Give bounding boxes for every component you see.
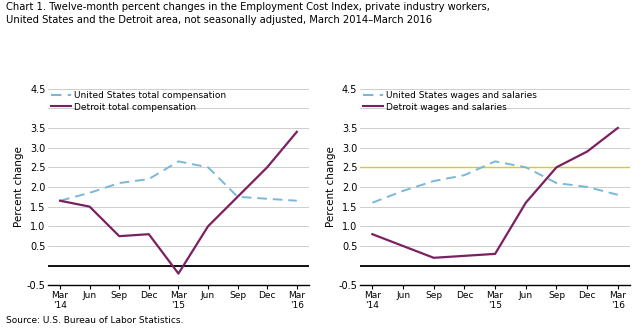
United States total compensation [175, 159, 183, 163]
Detroit total compensation [145, 232, 152, 236]
United States total compensation [204, 165, 212, 169]
United States total compensation [293, 199, 301, 203]
Detroit total compensation [204, 224, 212, 228]
United States total compensation [145, 177, 152, 181]
United States wages and salaries [491, 159, 499, 163]
Text: Source: U.S. Bureau of Labor Statistics.: Source: U.S. Bureau of Labor Statistics. [6, 316, 184, 325]
Text: Chart 1. Twelve-month percent changes in the Employment Cost Index, private indu: Chart 1. Twelve-month percent changes in… [6, 2, 491, 11]
Detroit wages and salaries [399, 244, 407, 248]
Detroit wages and salaries [491, 252, 499, 256]
Detroit total compensation [234, 195, 242, 199]
United States total compensation [86, 191, 93, 195]
United States wages and salaries [552, 181, 560, 185]
Detroit wages and salaries [430, 256, 438, 260]
Detroit wages and salaries [583, 150, 591, 154]
Detroit wages and salaries [460, 254, 468, 258]
Line: United States total compensation: United States total compensation [60, 161, 297, 201]
United States wages and salaries [583, 185, 591, 189]
Line: Detroit wages and salaries: Detroit wages and salaries [372, 128, 618, 258]
Detroit total compensation [86, 205, 93, 209]
Text: United States and the Detroit area, not seasonally adjusted, March 2014–March 20: United States and the Detroit area, not … [6, 15, 433, 25]
Detroit total compensation [264, 165, 271, 169]
Detroit wages and salaries [552, 165, 560, 169]
Detroit total compensation [56, 199, 64, 203]
Legend: United States total compensation, Detroit total compensation: United States total compensation, Detroi… [50, 91, 228, 113]
United States total compensation [56, 199, 64, 203]
Detroit wages and salaries [368, 232, 376, 236]
Detroit wages and salaries [614, 126, 622, 130]
Legend: United States wages and salaries, Detroit wages and salaries: United States wages and salaries, Detroi… [362, 91, 538, 113]
Y-axis label: Percent change: Percent change [325, 147, 336, 227]
Y-axis label: Percent change: Percent change [14, 147, 24, 227]
Detroit total compensation [115, 234, 123, 238]
Detroit total compensation [175, 272, 183, 276]
United States total compensation [264, 197, 271, 201]
Detroit total compensation [293, 130, 301, 134]
United States wages and salaries [522, 165, 530, 169]
Detroit wages and salaries [522, 201, 530, 205]
United States total compensation [234, 195, 242, 199]
United States total compensation [115, 181, 123, 185]
United States wages and salaries [399, 189, 407, 193]
Line: Detroit total compensation: Detroit total compensation [60, 132, 297, 274]
United States wages and salaries [460, 173, 468, 177]
Line: United States wages and salaries: United States wages and salaries [372, 161, 618, 203]
United States wages and salaries [614, 193, 622, 197]
United States wages and salaries [368, 201, 376, 205]
United States wages and salaries [430, 179, 438, 183]
